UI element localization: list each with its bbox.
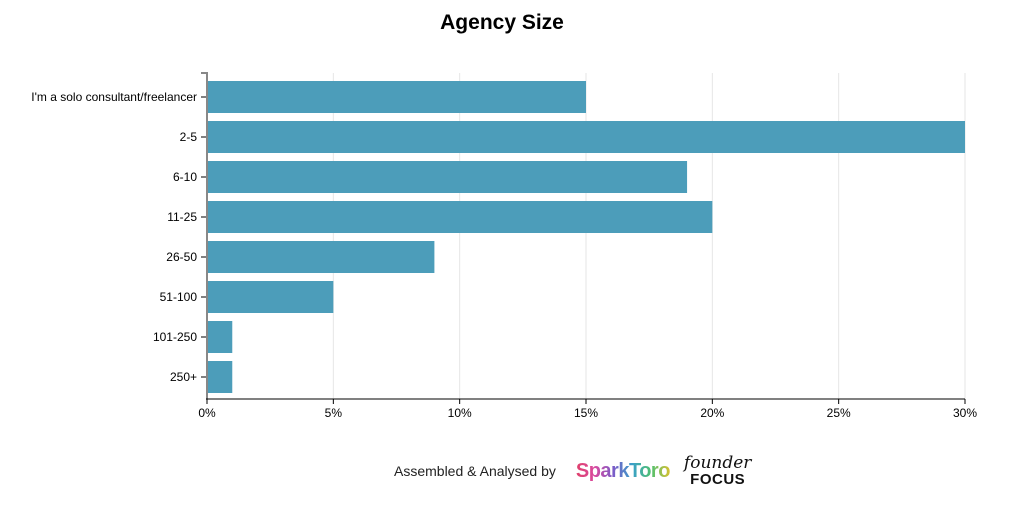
bar (207, 121, 965, 153)
focus-logo-text: FOCUS (690, 471, 746, 488)
footer: Assembled & Analysed by SparkToro founde… (394, 453, 752, 488)
x-tick-label: 20% (700, 406, 724, 420)
founder-focus-logo: founder FOCUS (683, 453, 752, 488)
bar (207, 81, 586, 113)
bar (207, 361, 233, 393)
bar-chart: Agency Size 0% 5% 10% 15% 20% 25% 30% I'm a sol… (31, 11, 977, 420)
y-tick-label: I'm a solo consultant/freelancer (31, 90, 197, 104)
y-axis (201, 72, 208, 399)
x-tick-label: 10% (448, 406, 472, 420)
sparktoro-logo: SparkToro (575, 459, 671, 482)
y-tick-label: 26-50 (166, 250, 197, 264)
bar (207, 241, 435, 273)
bar (207, 201, 713, 233)
y-tick-label: 2-5 (180, 130, 198, 144)
bar (207, 321, 233, 353)
x-tick-label: 25% (827, 406, 851, 420)
y-tick-label: 101-250 (153, 330, 197, 344)
x-tick-label: 0% (198, 406, 216, 420)
bar (207, 281, 334, 313)
y-tick-label: 250+ (170, 370, 197, 384)
bar (207, 161, 688, 193)
y-tick-label: 51-100 (160, 290, 198, 304)
x-tick-label: 30% (953, 406, 977, 420)
chart-title: Agency Size (440, 11, 564, 34)
y-tick-label: 6-10 (173, 170, 197, 184)
x-tick-label: 5% (325, 406, 343, 420)
assembled-by-text: Assembled & Analysed by (394, 463, 556, 479)
y-tick-label: 11-25 (167, 210, 197, 224)
x-tick-label: 15% (574, 406, 598, 420)
founder-logo-text: founder (683, 453, 752, 473)
